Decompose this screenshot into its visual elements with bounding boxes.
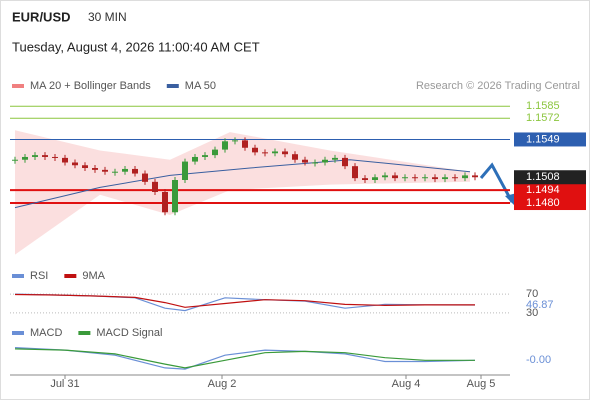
candle xyxy=(472,175,478,178)
candle xyxy=(452,177,458,179)
candle xyxy=(222,141,228,150)
candle xyxy=(92,168,98,170)
candle xyxy=(272,151,278,154)
candle xyxy=(362,178,368,180)
candle xyxy=(352,166,358,179)
copyright: Research © 2026 Trading Central xyxy=(416,80,580,92)
candle xyxy=(402,177,408,179)
candle xyxy=(162,191,168,213)
candle xyxy=(332,157,338,160)
candle xyxy=(172,180,178,213)
candle xyxy=(212,149,218,156)
legend-swatch xyxy=(166,84,179,88)
level-label: 1.1585 xyxy=(526,100,560,112)
candle xyxy=(342,157,348,167)
indicator-line xyxy=(14,348,475,369)
legend-label: RSI xyxy=(30,270,48,282)
candle xyxy=(52,156,58,158)
candle xyxy=(282,151,288,155)
candle xyxy=(12,159,18,161)
level-label: 1.1480 xyxy=(526,197,560,209)
datetime: Tuesday, August 4, 2026 11:00:40 AM CET xyxy=(12,39,260,54)
level-label-box xyxy=(514,183,586,198)
candle xyxy=(22,156,28,160)
last-value-label: -0.00 xyxy=(526,354,551,366)
level-label: 1.1494 xyxy=(526,184,560,196)
candle xyxy=(462,175,468,179)
candle xyxy=(192,156,198,162)
candle xyxy=(202,155,208,157)
candle xyxy=(252,147,258,153)
symbol: EUR/USD xyxy=(12,9,71,24)
candle xyxy=(392,175,398,179)
legend-swatch xyxy=(64,274,77,278)
x-tick-label: Aug 4 xyxy=(392,378,421,390)
candle xyxy=(442,177,448,180)
last-price-box xyxy=(514,170,586,185)
candle xyxy=(62,157,68,163)
candle xyxy=(82,165,88,169)
legend-swatch xyxy=(12,274,24,278)
indicator-line xyxy=(14,293,475,308)
y-tick-label: 30 xyxy=(526,307,538,319)
x-tick-label: Aug 2 xyxy=(208,378,237,390)
candle xyxy=(142,173,148,182)
level-label-box xyxy=(514,196,586,211)
candle xyxy=(232,140,238,142)
candle xyxy=(182,161,188,180)
level-label: 1.1549 xyxy=(526,133,560,145)
y-tick-label: 70 xyxy=(526,288,538,300)
indicator-line xyxy=(14,347,476,370)
legend-swatch xyxy=(12,84,24,88)
interval: 30 MIN xyxy=(88,10,127,24)
candle xyxy=(312,162,318,164)
candle xyxy=(72,162,78,166)
candle xyxy=(412,177,418,179)
candle xyxy=(102,169,108,172)
x-tick-label: Aug 5 xyxy=(467,378,496,390)
last-price-label: 1.1508 xyxy=(526,171,560,183)
candle xyxy=(242,140,248,148)
candle xyxy=(132,168,138,174)
x-tick-label: Jul 31 xyxy=(50,378,79,390)
candle xyxy=(382,175,388,178)
candle xyxy=(122,168,128,172)
level-label: 1.1572 xyxy=(526,112,560,124)
legend-label: 9MA xyxy=(82,270,105,282)
legend-swatch xyxy=(78,331,91,335)
legend-label: MACD xyxy=(30,327,62,339)
candle xyxy=(262,152,268,154)
legend-label: MA 20 + Bollinger Bands xyxy=(30,80,151,92)
candle xyxy=(292,154,298,160)
ma50-line xyxy=(14,159,471,209)
legend-label: MACD Signal xyxy=(96,327,162,339)
candle xyxy=(322,159,328,163)
candle xyxy=(152,181,158,192)
candle xyxy=(372,177,378,180)
candle xyxy=(42,155,48,157)
candle xyxy=(432,177,438,180)
legend-swatch xyxy=(12,331,24,335)
legend-label: MA 50 xyxy=(185,80,216,92)
last-value-label: 46.87 xyxy=(526,299,554,311)
candle xyxy=(422,177,428,179)
candle xyxy=(302,159,308,163)
candle xyxy=(32,155,38,157)
bollinger-band xyxy=(15,130,470,255)
level-label-box xyxy=(514,132,586,147)
candle xyxy=(112,171,118,173)
